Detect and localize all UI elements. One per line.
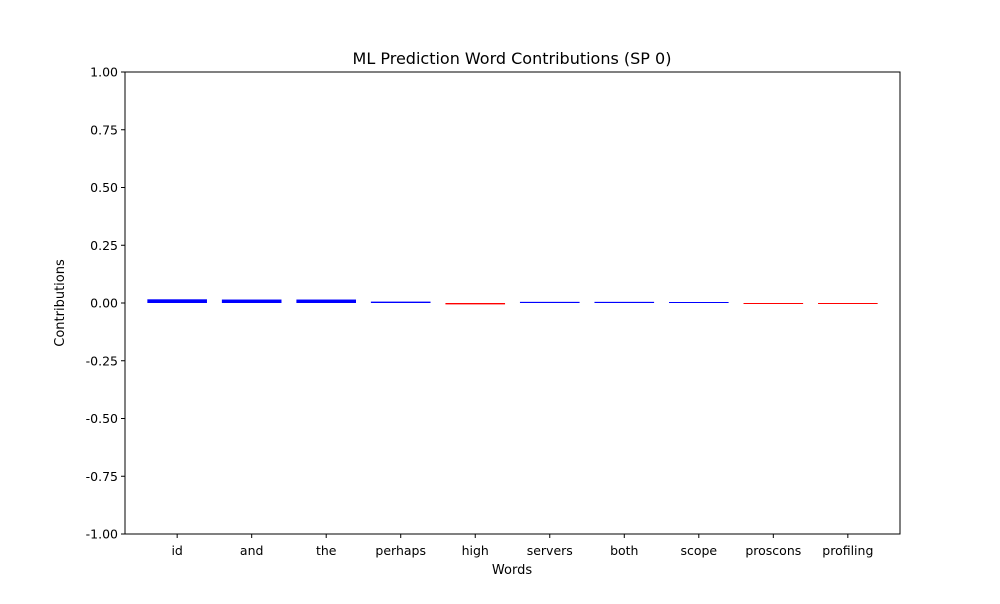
x-tick-label: proscons (745, 543, 801, 558)
plot-frame (124, 71, 901, 535)
y-tick-label: 0.00 (90, 296, 118, 311)
x-axis-label: Words (492, 563, 532, 578)
y-axis-ticks: -1.00 -0.75 -0.50 -0.25 0.00 0.25 0.50 0.75 1.00 (86, 65, 125, 542)
bar-profiling (818, 303, 878, 304)
x-tick-label: and (240, 543, 264, 558)
x-tick-label: id (171, 543, 182, 558)
y-tick-label: -1.00 (86, 527, 118, 542)
x-tick-label: scope (680, 543, 717, 558)
bar-and (221, 299, 282, 303)
y-axis-label: Contributions (53, 259, 68, 347)
bar-servers (519, 301, 580, 303)
bar-perhaps (370, 301, 431, 303)
bar-scope (668, 302, 729, 303)
bar-proscons (743, 303, 804, 304)
y-tick-label: 0.25 (90, 238, 118, 253)
bars-group (147, 299, 878, 305)
chart-title: ML Prediction Word Contributions (SP 0) (353, 49, 672, 68)
bar-id (147, 299, 207, 303)
x-tick-label: profiling (822, 543, 873, 558)
y-tick-label: -0.25 (86, 353, 118, 368)
x-tick-label: perhaps (375, 543, 426, 558)
x-tick-label: the (316, 543, 337, 558)
x-tick-label: both (610, 543, 638, 558)
x-tick-label: high (462, 543, 489, 558)
bar-both (594, 301, 655, 303)
y-tick-label: 1.00 (90, 65, 118, 80)
bar-high (445, 303, 506, 305)
bar-the (296, 299, 357, 303)
y-tick-label: -0.75 (86, 469, 118, 484)
x-axis-ticks: id and the perhaps high servers both scope prosc… (171, 534, 873, 558)
y-tick-label: 0.50 (90, 180, 118, 195)
x-tick-label: servers (527, 543, 573, 558)
y-tick-label: 0.75 (90, 122, 118, 137)
y-tick-label: -0.50 (86, 411, 118, 426)
